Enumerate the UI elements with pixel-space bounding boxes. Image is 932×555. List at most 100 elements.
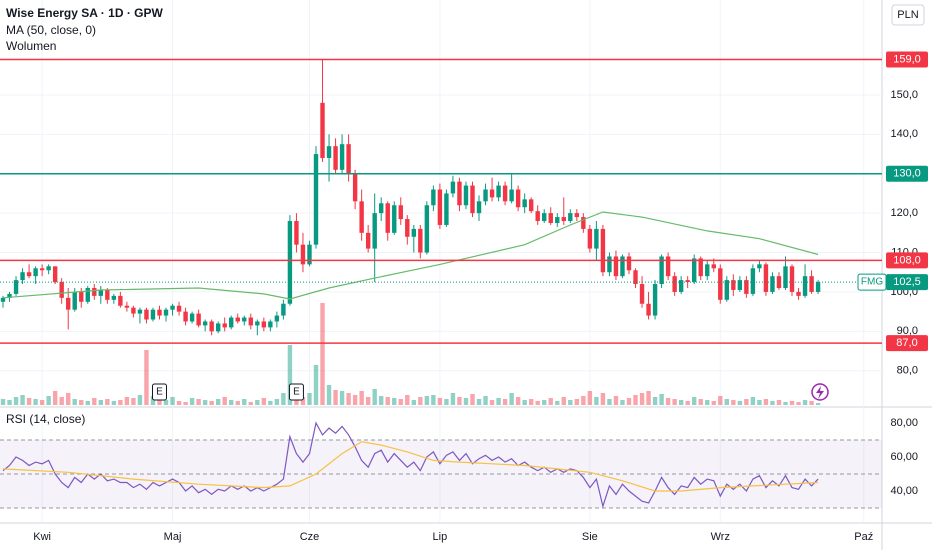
level-label-box (886, 335, 928, 352)
level-label: 108,0 (893, 254, 921, 266)
volume-bar (229, 400, 234, 405)
level-label-box (886, 51, 928, 68)
volume-bar (528, 399, 534, 405)
candle-body (737, 280, 743, 290)
candle-body (483, 189, 488, 202)
candle-body (359, 201, 364, 233)
volume-bar (620, 400, 625, 405)
y-tick-label: 80,0 (897, 365, 918, 377)
volume-bar (118, 400, 123, 405)
candle-body (613, 256, 619, 277)
volume-bar (809, 401, 814, 405)
volume-bar (411, 400, 417, 405)
volume-bar (626, 398, 632, 405)
candle-body (33, 268, 38, 277)
candle-body (255, 321, 260, 326)
candle-body (66, 297, 71, 310)
candle-body (346, 144, 351, 174)
candle-body (137, 309, 143, 314)
x-tick-label: Paź (854, 531, 873, 543)
candle-body (783, 266, 788, 288)
chart-title: Wise Energy SA · 1D · GPW (6, 6, 163, 20)
volume-bar (398, 399, 403, 405)
candle-body (274, 315, 280, 322)
volume-bar (359, 391, 364, 405)
candle-body (705, 264, 710, 277)
volume-bar (737, 401, 743, 405)
candle-body (111, 295, 117, 300)
volume-bar (105, 399, 110, 405)
candle-body (379, 203, 384, 214)
volume-bar (176, 401, 182, 405)
candle-body (333, 146, 338, 170)
candle-body (724, 280, 730, 300)
candle-body (281, 303, 286, 316)
candle-body (542, 213, 547, 222)
volume-bar (379, 396, 384, 405)
candle-body (20, 272, 25, 281)
volume-bar (385, 397, 390, 405)
volume-bar (711, 401, 716, 405)
volume-bar (33, 399, 38, 405)
volume-bar (52, 391, 58, 405)
volume-bar (183, 402, 188, 405)
volume-bar (405, 395, 410, 405)
volume-bar (731, 400, 736, 405)
candle-body (450, 181, 456, 194)
candle-body (646, 303, 651, 316)
candle-body (711, 264, 716, 269)
volume-bar (444, 399, 449, 405)
level-label-box (886, 165, 928, 182)
candle-body (678, 280, 684, 292)
volume-bar (463, 398, 469, 405)
volume-bar (515, 397, 521, 405)
candle-body (535, 211, 540, 222)
level-label: 159,0 (893, 53, 921, 65)
candle-body (476, 201, 482, 214)
volume-bar (66, 393, 71, 405)
volume-bar (770, 401, 775, 405)
volume-legend[interactable]: Wolumen (6, 39, 56, 53)
candle-body (124, 305, 130, 308)
volume-bar (705, 400, 710, 405)
currency[interactable]: PLN (897, 9, 918, 21)
volume-bar (718, 396, 723, 405)
candle-body (307, 244, 312, 265)
candle-body (626, 256, 632, 271)
volume-bar (450, 393, 456, 405)
rsi-legend[interactable]: RSI (14, close) (6, 412, 85, 426)
volume-bar (594, 397, 599, 405)
y-tick-label: 90,0 (897, 325, 918, 337)
candle-body (215, 323, 221, 332)
candle-body (574, 213, 580, 218)
candle-body (59, 282, 64, 298)
volume-bar (724, 399, 730, 405)
volume-bar (320, 303, 325, 405)
ma-legend[interactable]: MA (50, close, 0) (6, 23, 96, 37)
volume-bar (496, 398, 501, 405)
volume-bar (574, 399, 580, 405)
volume-bar (137, 395, 143, 405)
candle-body (685, 280, 690, 283)
candle-body (744, 280, 749, 294)
volume-bar (124, 397, 130, 405)
volume-bar (476, 399, 482, 405)
volume-bar (20, 395, 25, 405)
candle-body (13, 280, 19, 294)
volume-bar (163, 400, 169, 405)
volume-bar (196, 399, 201, 405)
volume-bar (424, 396, 430, 405)
volume-bar (170, 397, 175, 405)
candle-body (176, 305, 182, 312)
volume-bar (587, 391, 593, 405)
volume-bar (665, 398, 671, 405)
candle-body (757, 264, 762, 269)
volume-bar (639, 393, 645, 405)
x-tick-label: Lip (433, 531, 448, 543)
currency-box[interactable] (891, 4, 925, 26)
candle-body (98, 289, 104, 296)
volume-bar (339, 391, 345, 405)
volume-bar (548, 398, 553, 405)
candle-body (770, 276, 775, 292)
